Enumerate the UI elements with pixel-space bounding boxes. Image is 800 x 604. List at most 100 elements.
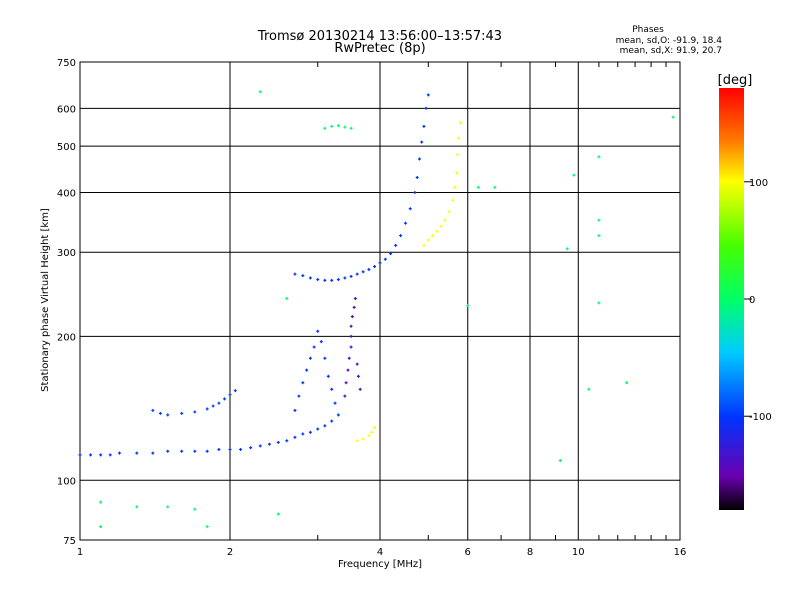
data-point [267,442,271,446]
data-point [323,278,327,282]
colorbar-tick-label: -100 [749,412,772,423]
data-point [476,185,480,189]
data-point [413,190,417,194]
data-point [361,270,365,274]
data-point [403,221,407,225]
data-point [336,413,340,417]
data-point [349,274,353,278]
data-point [308,276,312,280]
data-point [355,272,359,276]
data-point [193,507,197,511]
x-tick-label: 6 [465,547,471,558]
data-point [394,243,398,247]
data-point [285,297,289,301]
data-point [597,234,601,238]
data-point [443,218,447,222]
data-point [597,155,601,159]
data-point [323,356,327,360]
data-point [205,407,209,411]
data-point [625,381,629,385]
data-point [330,419,334,423]
data-point [285,439,289,443]
data-point [99,525,103,529]
data-point [249,446,253,450]
data-point [458,121,462,125]
data-point [343,394,347,398]
data-point [276,440,280,444]
data-point [455,153,459,157]
data-point [439,224,443,228]
data-point [422,124,426,128]
data-point [258,90,262,94]
y-tick-label: 100 [57,476,76,487]
data-point [99,453,103,457]
points-layer [78,90,675,529]
data-point [180,449,184,453]
phases-legend-title: Phases [632,25,664,35]
data-point [293,272,297,276]
data-point [166,505,170,509]
data-point [587,387,591,391]
y-axis-label: Stationary phase Virtual Height [km] [40,208,51,392]
data-point [316,427,320,431]
data-point [319,340,323,344]
data-point [330,278,334,282]
x-tick-label: 10 [572,547,585,558]
chart-subtitle: RwPretec (8p) [334,41,425,56]
data-point [180,411,184,415]
data-point [415,175,419,179]
data-point [330,387,334,391]
data-point [408,207,412,211]
data-point [135,451,139,455]
data-point [356,374,360,378]
data-point [565,247,569,251]
colorbar [719,88,744,510]
data-point [293,435,297,439]
data-point [166,449,170,453]
data-point [343,276,347,280]
data-point [316,278,320,282]
data-point [239,447,243,451]
data-point [297,394,301,398]
data-point [426,238,430,242]
chart-title: Tromsø 20130214 13:56:00–13:57:43 [257,29,502,44]
colorbar-ticks: 100 0 -100 [744,178,772,423]
data-point [370,430,374,434]
data-point [258,444,262,448]
data-point [326,374,330,378]
data-point [323,126,327,130]
data-point [349,334,353,338]
data-point [217,401,221,405]
data-point [422,243,426,247]
y-tick-label: 600 [57,104,76,115]
x-tick-label: 16 [674,547,687,558]
data-point [597,301,601,305]
data-point [352,305,356,309]
data-point [166,413,170,417]
data-point [361,437,365,441]
data-point [205,525,209,529]
data-point [323,424,327,428]
data-point [89,453,93,457]
data-point [355,362,359,366]
data-point [399,234,403,238]
x-tick-label: 2 [227,547,233,558]
phases-legend-x: mean, sd,X: 91.9, 20.7 [620,46,722,56]
data-point [344,381,348,385]
data-point [205,449,209,453]
data-point [347,356,351,360]
data-point [389,252,393,256]
y-tick-label: 750 [57,58,76,69]
x-tick-label: 8 [527,547,533,558]
phases-legend-o: mean, sd,O: -91.9, 18.4 [616,36,723,46]
data-point [333,401,337,405]
data-point [373,265,377,269]
data-point [312,345,316,349]
data-point [78,453,82,457]
x-tick-label: 1 [77,547,83,558]
data-point [228,447,232,451]
data-point [457,136,461,140]
data-point [228,393,232,397]
data-point [217,447,221,451]
